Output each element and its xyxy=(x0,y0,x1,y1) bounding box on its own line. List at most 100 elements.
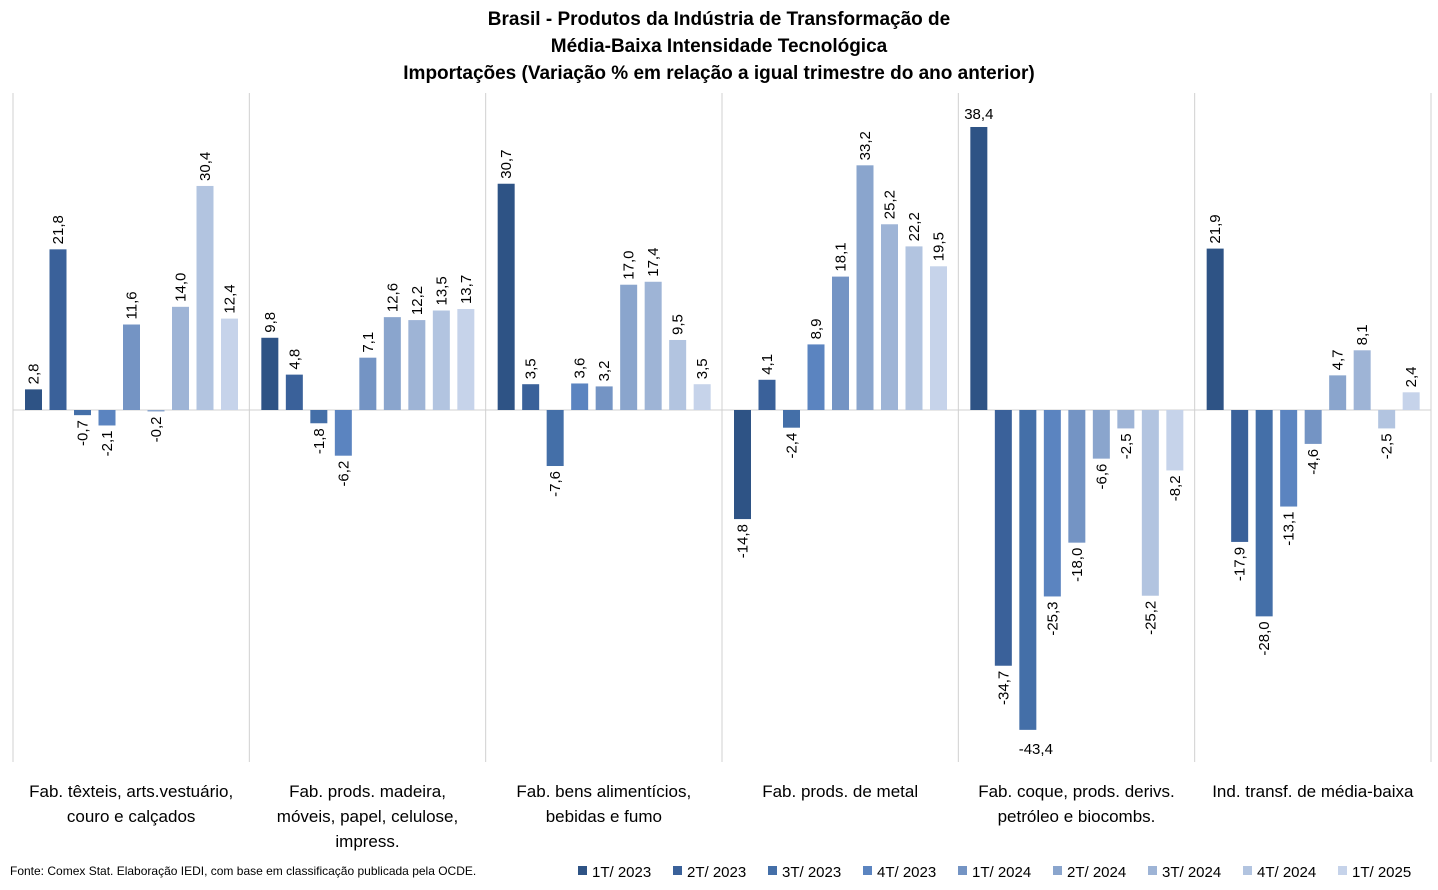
bar xyxy=(970,126,988,410)
bar xyxy=(123,324,140,410)
legend-swatch xyxy=(673,866,682,875)
bar xyxy=(1068,410,1086,543)
legend-label: 1T/ 2025 xyxy=(1352,864,1411,881)
category-label: Fab. prods. madeira, xyxy=(289,782,446,801)
legend-swatch xyxy=(1148,866,1157,875)
bar xyxy=(334,410,352,456)
bar xyxy=(172,306,189,410)
data-label: 4,1 xyxy=(759,354,776,375)
data-label: 2,4 xyxy=(1403,366,1420,387)
bar xyxy=(457,309,475,410)
legend-label: 2T/ 2023 xyxy=(687,864,746,881)
bar xyxy=(147,410,165,412)
data-label: 19,5 xyxy=(931,232,948,261)
data-label: -25,2 xyxy=(1142,601,1159,635)
data-label: -6,6 xyxy=(1093,464,1110,490)
data-label: 25,2 xyxy=(882,190,899,219)
legend-label: 1T/ 2024 xyxy=(972,864,1031,881)
bar xyxy=(383,317,401,410)
bar xyxy=(221,318,238,410)
data-label: 3,5 xyxy=(694,358,711,379)
bar xyxy=(497,183,515,410)
data-label: -14,8 xyxy=(735,524,752,558)
data-label: 33,2 xyxy=(857,131,874,160)
data-label: -1,8 xyxy=(311,428,328,454)
category-label: Fab. têxteis, arts.vestuário, xyxy=(29,782,233,801)
data-label: 38,4 xyxy=(964,106,993,123)
data-label: 17,4 xyxy=(645,248,662,277)
bar xyxy=(693,384,711,410)
bar xyxy=(1117,410,1135,429)
data-label: 13,7 xyxy=(458,275,475,304)
data-label: -8,2 xyxy=(1167,475,1184,501)
category-label: bebidas e fumo xyxy=(546,807,662,826)
bar xyxy=(571,383,589,410)
bar xyxy=(905,246,923,410)
bar xyxy=(620,284,638,410)
bar xyxy=(74,410,91,416)
category-label: Ind. transf. de média-baixa xyxy=(1212,782,1414,801)
chart-title: Brasil - Produtos da Indústria de Transf… xyxy=(403,9,1034,84)
bar xyxy=(546,410,564,467)
legend-swatch xyxy=(578,866,587,875)
bar xyxy=(196,185,214,410)
data-label: -18,0 xyxy=(1069,548,1086,582)
data-label: -2,5 xyxy=(1118,433,1135,459)
data-label: 4,8 xyxy=(286,349,303,370)
data-label: -13,1 xyxy=(1281,512,1298,546)
data-label: 13,5 xyxy=(433,276,450,305)
bar xyxy=(1206,248,1224,410)
bars xyxy=(25,126,1420,730)
bar xyxy=(359,357,377,410)
legend-label: 3T/ 2024 xyxy=(1162,864,1221,881)
bar xyxy=(261,337,279,410)
data-label: -6,2 xyxy=(335,461,352,487)
bar xyxy=(432,310,450,410)
legend-label: 4T/ 2023 xyxy=(877,864,936,881)
data-label: 17,0 xyxy=(621,251,638,280)
bar xyxy=(881,224,898,410)
group-dividers xyxy=(12,93,1432,762)
data-label: 30,4 xyxy=(197,152,214,181)
category-labels: Fab. têxteis, arts.vestuário, couro e cal… xyxy=(29,782,1414,851)
bar xyxy=(522,384,540,410)
legend-swatch xyxy=(1243,866,1252,875)
legend: 1T/ 2023 2T/ 2023 3T/ 2023 4T/ 2023 1T/ 2024… xyxy=(578,864,1411,881)
legend-swatch xyxy=(863,866,872,875)
bar xyxy=(734,410,751,520)
category-label: petróleo e biocombs. xyxy=(998,807,1156,826)
data-label: 12,2 xyxy=(409,286,426,315)
data-label: 12,6 xyxy=(384,283,401,312)
bar xyxy=(1280,410,1298,507)
bar xyxy=(1092,410,1110,459)
source-note: Fonte: Comex Stat. Elaboração IEDI, com … xyxy=(10,864,476,878)
bar xyxy=(408,320,426,410)
legend-label: 2T/ 2024 xyxy=(1067,864,1126,881)
data-label: 9,5 xyxy=(670,314,687,335)
data-label: -2,4 xyxy=(784,433,801,459)
data-label: -4,6 xyxy=(1305,449,1322,475)
legend-label: 3T/ 2023 xyxy=(782,864,841,881)
bar xyxy=(1231,410,1249,542)
data-label: 18,1 xyxy=(833,242,850,271)
data-label: 14,0 xyxy=(173,273,190,302)
bar xyxy=(856,165,874,410)
category-label: Fab. prods. de metal xyxy=(762,782,918,801)
bar xyxy=(1304,410,1322,444)
bar xyxy=(1378,410,1396,429)
data-label: 21,8 xyxy=(50,215,67,244)
data-label: 11,6 xyxy=(124,291,141,319)
data-label: -2,1 xyxy=(99,430,116,456)
bar xyxy=(994,410,1012,666)
legend-label: 4T/ 2024 xyxy=(1257,864,1316,881)
legend-swatch xyxy=(768,866,777,875)
data-label: 3,6 xyxy=(572,358,589,379)
bar xyxy=(758,379,776,410)
data-label: -17,9 xyxy=(1232,547,1249,581)
category-label: couro e calçados xyxy=(67,807,196,826)
data-label: 9,8 xyxy=(262,312,279,333)
chart-title-line-3: Importações (Variação % em relação a igu… xyxy=(403,63,1034,84)
bar xyxy=(1329,375,1347,410)
bar xyxy=(1043,410,1061,597)
